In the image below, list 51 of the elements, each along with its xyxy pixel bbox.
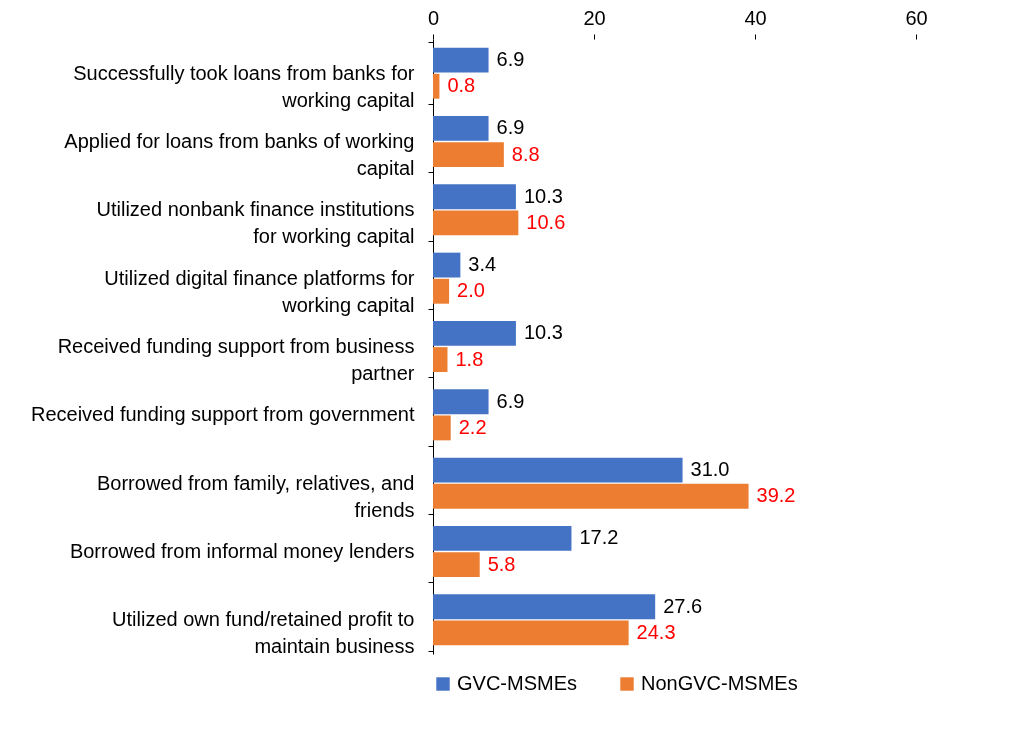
data-label: 17.2 (579, 526, 619, 549)
bar (433, 525, 572, 551)
bar (433, 347, 448, 373)
bar (433, 73, 440, 99)
bar (433, 457, 683, 483)
data-label: 2.0 (457, 279, 485, 302)
bar (433, 210, 519, 236)
data-label: 6.9 (496, 48, 525, 71)
y-tick-label: Borrowed from family, relatives, and friends (96, 471, 415, 521)
bar (433, 552, 480, 578)
data-label: 0.8 (447, 74, 476, 97)
y-tick-label: Borrowed from informal money lenders (69, 540, 415, 562)
data-label: 31.0 (690, 458, 730, 481)
bar (433, 115, 489, 141)
data-label: 27.6 (663, 594, 703, 617)
legend-label: GVC-MSMEs (457, 672, 577, 694)
x-tick-label: 40 (744, 6, 767, 29)
data-label: 6.9 (496, 116, 525, 139)
bar (433, 320, 516, 346)
y-tick-label: Received funding support from government (30, 403, 415, 426)
x-tick-label: 60 (905, 6, 928, 29)
data-label: 8.8 (511, 142, 540, 165)
data-label: 10.3 (523, 184, 563, 207)
data-label: 10.3 (523, 321, 563, 344)
x-tick-label: 0 (427, 6, 440, 29)
y-tick-label: Applied for loans from banks of working capital (64, 130, 415, 179)
data-label: 5.8 (487, 552, 516, 575)
bar (433, 389, 489, 415)
bar (433, 415, 451, 441)
data-label: 24.3 (636, 620, 676, 643)
bar (433, 252, 461, 278)
y-tick-label: Received funding support from business partner (57, 335, 415, 384)
y-tick-label: Successfully took loans from banks for working capital (73, 61, 415, 111)
bar (433, 278, 450, 304)
y-tick-label: Utilized nonbank finance institutions for working capital (96, 198, 415, 248)
y-tick-label: Utilized own fund/retained profit to maintain business (112, 608, 415, 658)
y-tick-label: Utilized digital finance platforms for working capital (104, 266, 415, 316)
bar (433, 620, 629, 646)
data-label: 6.9 (496, 389, 525, 412)
bar (433, 47, 489, 73)
data-label: 1.8 (455, 347, 484, 370)
bar (433, 184, 516, 210)
bar (433, 483, 749, 509)
x-tick-label: 20 (583, 6, 606, 29)
data-label: 39.2 (756, 484, 796, 507)
data-label: 2.2 (458, 415, 487, 438)
data-label: 10.6 (526, 210, 566, 233)
bar (433, 142, 504, 168)
data-label: 3.4 (468, 253, 497, 276)
legend-label: NonGVC-MSMEs (641, 672, 798, 694)
bar (433, 594, 656, 620)
